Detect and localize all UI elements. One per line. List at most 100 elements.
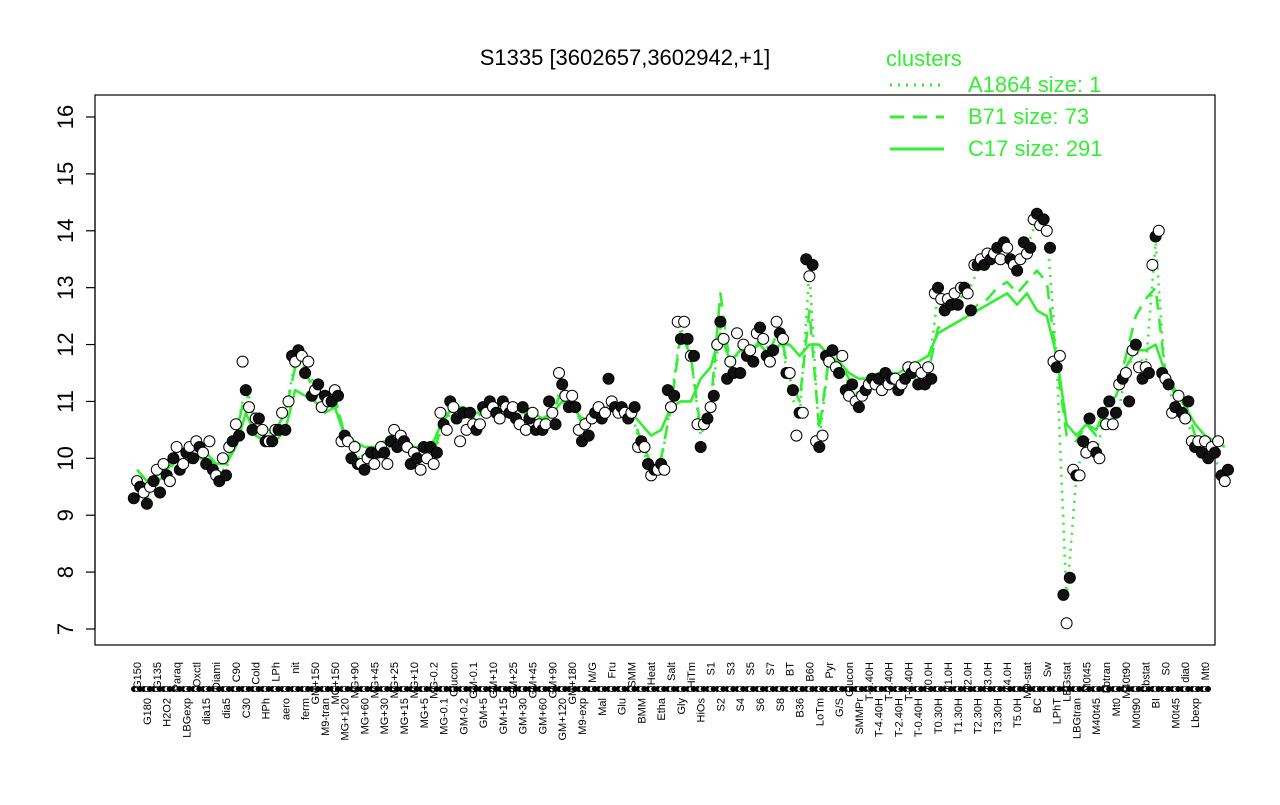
x-tick-label: LoTm [814, 698, 826, 726]
data-point [197, 446, 209, 459]
x-tick-label: M9-stat [1022, 662, 1034, 699]
data-point [1222, 463, 1234, 476]
x-tick-label: T-3.40H [884, 662, 896, 701]
y-tick-label: 8 [53, 566, 78, 578]
data-point [1060, 617, 1073, 630]
x-tick-label: LBGexp [181, 698, 193, 738]
x-tick-label: Gly [676, 698, 688, 715]
x-tick-label: G135 [152, 662, 164, 689]
data-point [803, 270, 816, 283]
legend-entry: C17 size: 291 [968, 136, 1103, 161]
x-tick-label: dia0 [1180, 662, 1192, 683]
x-tick-label: M9-exp [577, 698, 589, 735]
data-point [852, 401, 865, 414]
data-point [724, 355, 737, 368]
x-tick-label: Mt0 [1200, 662, 1212, 680]
x-tick-label: MG+10 [409, 662, 421, 698]
x-tick-label: S8 [775, 698, 787, 711]
y-tick-label: 10 [53, 446, 78, 470]
y-tick-label: 16 [53, 105, 78, 129]
data-point [1208, 446, 1221, 459]
data-point [332, 389, 344, 402]
data-point [140, 497, 153, 510]
data-point [747, 355, 760, 368]
data-point [1053, 349, 1066, 362]
data-point [628, 401, 641, 414]
data-points [127, 207, 1234, 630]
x-tick-label: G/S [834, 698, 846, 717]
data-point [1050, 361, 1063, 374]
data-point [638, 441, 651, 453]
data-point [1077, 435, 1090, 448]
data-point [381, 458, 394, 470]
data-point [922, 361, 935, 374]
x-tick-label: C90 [231, 662, 243, 682]
data-point [1162, 378, 1175, 391]
data-point [1179, 412, 1192, 425]
x-tick-label: MG+90 [350, 662, 362, 698]
data-point [1011, 264, 1024, 277]
x-tick-label: MG+60 [359, 698, 371, 734]
series-lines [136, 218, 1226, 602]
x-tick-label: Pyr [824, 662, 836, 679]
x-tick-label: SMMPr [854, 698, 866, 735]
data-point [154, 486, 166, 499]
x-tick-label: BC [1032, 698, 1044, 713]
x-tick-label: Fru [607, 662, 619, 679]
x-tick-label: T-0.40H [913, 698, 925, 737]
x-tick-label: H2O2 [162, 698, 174, 727]
data-point [516, 401, 529, 414]
x-tick-label: Mt0 [1111, 698, 1123, 716]
x-tick-label: G150 [132, 662, 144, 689]
data-point [777, 332, 789, 345]
data-point [427, 458, 440, 470]
data-point [932, 281, 944, 294]
data-point [246, 423, 259, 436]
x-tick-label: Sw [1042, 662, 1054, 677]
x-tick-label: T-1.40H [903, 662, 915, 701]
x-tick-label: M0t90 [1131, 698, 1143, 729]
x-tick-label: Salt [666, 662, 678, 681]
data-point [1172, 389, 1185, 402]
data-point [157, 458, 170, 470]
data-point [701, 412, 714, 425]
data-point [1063, 571, 1076, 584]
x-tick-label: GM+120 [557, 698, 569, 741]
x-tick-label: MG-0.2 [429, 662, 441, 699]
data-point [569, 401, 582, 414]
y-tick-label: 9 [53, 509, 78, 521]
data-point [665, 401, 677, 414]
y-tick-label: 12 [53, 332, 78, 356]
y-tick-label: 11 [53, 390, 78, 413]
x-tick-label: T-4.40H [874, 698, 886, 737]
data-point [1218, 475, 1231, 488]
x-tick-label: Lbstat [1141, 662, 1153, 692]
data-point [688, 349, 700, 362]
x-tick-label: M40t45 [1091, 698, 1103, 735]
data-point [368, 458, 381, 470]
x-tick-label: GM+5 [478, 698, 490, 728]
x-tick-label: T3.0H [982, 662, 994, 692]
data-point [717, 332, 730, 345]
x-tick-label: dia15 [201, 698, 213, 725]
data-point [546, 406, 559, 419]
x-tick-label: Lbtran [1101, 662, 1113, 693]
data-point [1212, 435, 1225, 448]
legend-entry: A1864 size: 1 [968, 72, 1101, 97]
x-tick-label: T0.30H [933, 698, 945, 734]
data-point [704, 401, 717, 414]
data-point [770, 315, 783, 328]
x-tick-label: MG+30 [379, 698, 391, 734]
data-point [767, 344, 780, 357]
data-point [786, 384, 799, 397]
x-tick-label: GM+60 [537, 698, 549, 734]
data-point [556, 378, 569, 391]
x-tick-label: G180 [142, 698, 154, 725]
data-point [549, 418, 562, 431]
x-tick-label: M9-tran [320, 698, 332, 736]
data-point [358, 463, 371, 476]
data-point [430, 446, 443, 459]
data-point [1146, 258, 1159, 271]
data-point [1129, 338, 1142, 351]
data-point [994, 253, 1007, 266]
